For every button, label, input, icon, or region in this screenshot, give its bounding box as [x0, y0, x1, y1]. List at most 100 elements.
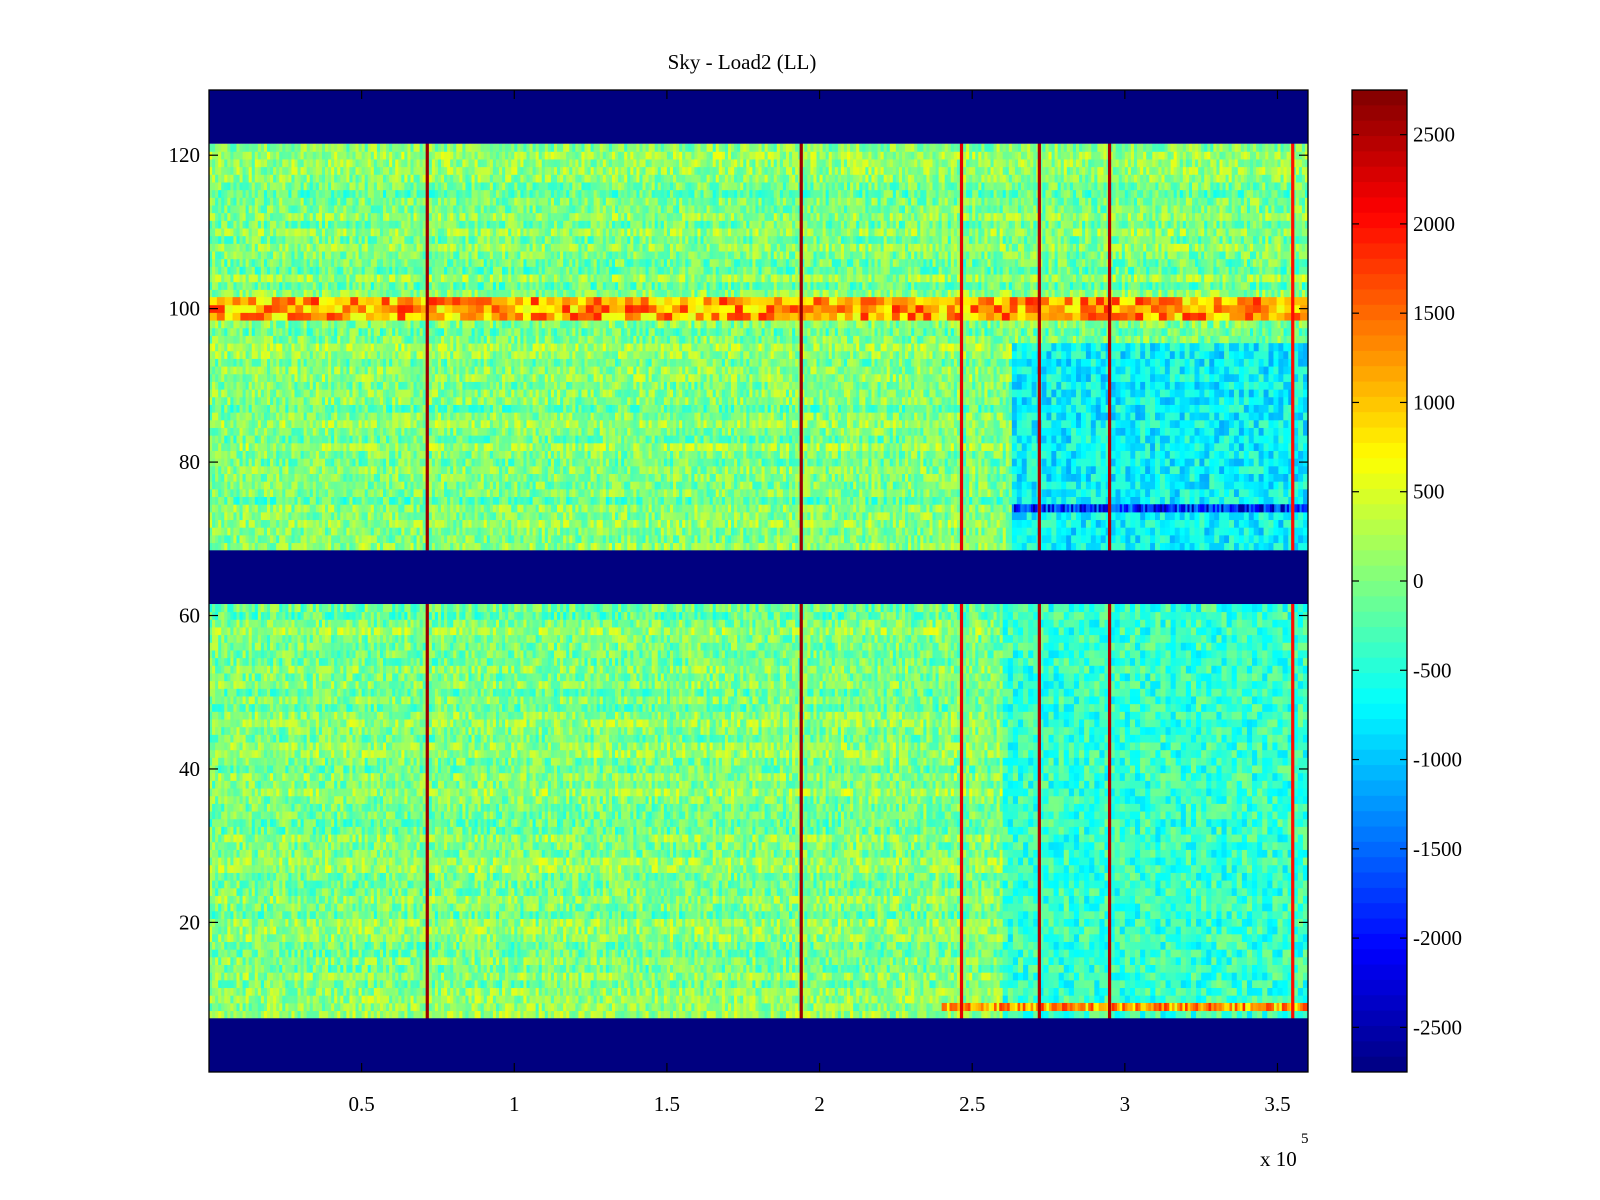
- heatmap-cell: [810, 926, 814, 935]
- heatmap-cell: [743, 979, 747, 989]
- heatmap-cell: [309, 918, 314, 927]
- heatmap-cell: [731, 1010, 735, 1019]
- heatmap-cell: [349, 926, 353, 935]
- heatmap-cell: [492, 933, 497, 942]
- heatmap-cell: [611, 933, 616, 942]
- heatmap-cell: [456, 1002, 460, 1012]
- heatmap-cell: [938, 979, 943, 989]
- heatmap-cell: [294, 926, 298, 935]
- heatmap-cell: [926, 1010, 930, 1019]
- heatmap-cell: [627, 933, 631, 942]
- heatmap-cell: [932, 972, 936, 981]
- heatmap-cell: [395, 956, 399, 965]
- heatmap-cell: [856, 979, 860, 989]
- heatmap-cell: [966, 995, 970, 1004]
- heatmap-cell: [242, 941, 247, 950]
- heatmap-cell: [950, 941, 955, 950]
- heatmap-cell: [865, 979, 869, 989]
- heatmap-cell: [947, 1010, 952, 1019]
- heatmap-cell: [761, 926, 766, 935]
- heatmap-cell: [239, 1002, 243, 1012]
- heatmap-cell: [608, 956, 613, 965]
- heatmap-cell: [645, 995, 649, 1004]
- heatmap-cell: [480, 972, 485, 981]
- heatmap-cell: [734, 1002, 738, 1012]
- heatmap-cell: [321, 933, 326, 942]
- heatmap-cell: [920, 933, 924, 942]
- heatmap-cell: [801, 1010, 805, 1019]
- heatmap-cell: [489, 995, 494, 1004]
- heatmap-cell: [349, 933, 353, 942]
- heatmap-cell: [880, 987, 885, 996]
- heatmap-cell: [553, 972, 558, 981]
- heatmap-cell: [633, 1010, 637, 1019]
- heatmap-cell: [630, 949, 634, 958]
- heatmap-cell: [447, 918, 451, 927]
- heatmap-cell: [395, 1010, 399, 1019]
- heatmap-cell: [541, 987, 546, 996]
- heatmap-cell: [462, 987, 466, 996]
- heatmap-cell: [676, 941, 680, 950]
- heatmap-cell: [373, 1010, 378, 1019]
- heatmap-cell: [767, 933, 772, 942]
- heatmap-cell: [321, 1010, 326, 1019]
- heatmap-cell: [825, 964, 830, 973]
- heatmap-cell: [865, 949, 869, 958]
- heatmap-cell: [908, 964, 912, 973]
- heatmap-cell: [447, 941, 451, 950]
- heatmap-cell: [358, 918, 363, 927]
- heatmap-cell: [227, 918, 231, 927]
- heatmap-cell: [691, 1002, 695, 1012]
- heatmap-cell: [529, 964, 533, 973]
- heatmap-cell: [486, 910, 491, 919]
- heatmap-cell: [431, 987, 436, 996]
- heatmap-cell: [361, 949, 366, 958]
- heatmap-cell: [303, 918, 308, 927]
- heatmap-cell: [312, 1010, 317, 1019]
- heatmap-cell: [489, 926, 494, 935]
- heatmap-cell: [618, 972, 622, 981]
- heatmap-cell: [245, 995, 250, 1004]
- heatmap-cell: [511, 995, 515, 1004]
- heatmap-cell: [761, 1002, 766, 1012]
- heatmap-cell: [895, 1002, 900, 1012]
- heatmap-cell: [404, 1002, 408, 1012]
- heatmap-cell: [447, 949, 451, 958]
- heatmap-cell: [856, 1002, 860, 1012]
- heatmap-cell: [694, 941, 698, 950]
- heatmap-cell: [691, 918, 695, 927]
- heatmap-cell: [489, 956, 494, 965]
- heatmap-cell: [364, 979, 369, 989]
- heatmap-cell: [883, 910, 888, 919]
- heatmap-cell: [276, 964, 280, 973]
- heatmap-cell: [532, 1010, 537, 1019]
- heatmap-cell: [373, 949, 378, 958]
- heatmap-cell: [343, 972, 347, 981]
- heatmap-cell: [477, 964, 482, 973]
- heatmap-cell: [462, 918, 466, 927]
- heatmap-cell: [444, 987, 448, 996]
- heatmap-cell: [785, 933, 790, 942]
- heatmap-cell: [932, 995, 936, 1004]
- heatmap-cell: [697, 910, 701, 919]
- heatmap-cell: [291, 979, 295, 989]
- heatmap-cell: [956, 964, 961, 973]
- heatmap-cell: [367, 1002, 372, 1012]
- heatmap-cell: [444, 956, 448, 965]
- heatmap-cell: [715, 941, 720, 950]
- heatmap-cell: [529, 1010, 533, 1019]
- heatmap-cell: [407, 926, 411, 935]
- heatmap-cell: [963, 995, 967, 1004]
- heatmap-cell: [251, 1002, 256, 1012]
- heatmap-cell: [886, 926, 891, 935]
- heatmap-cell: [779, 995, 784, 1004]
- heatmap-cell: [453, 1002, 457, 1012]
- heatmap-cell: [218, 910, 222, 919]
- heatmap-cell: [889, 1010, 894, 1019]
- heatmap-cell: [706, 1002, 711, 1012]
- heatmap-cell: [352, 1002, 356, 1012]
- heatmap-cell: [724, 926, 729, 935]
- heatmap-cell: [666, 941, 671, 950]
- heatmap-cell: [947, 987, 952, 996]
- heatmap-cell: [337, 987, 341, 996]
